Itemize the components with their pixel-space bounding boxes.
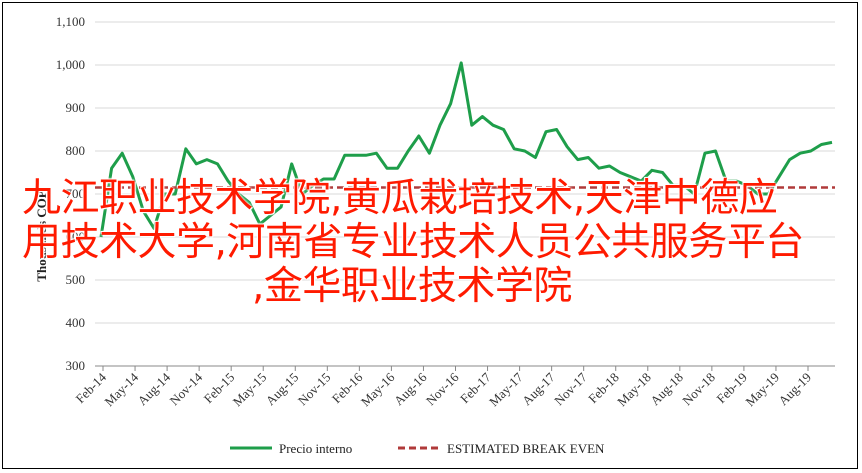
x-tick-label: May-19 (742, 370, 782, 410)
legend-label-precio-interno: Precio interno (279, 441, 352, 456)
x-tick-label: Nov-16 (423, 369, 462, 408)
x-tick-label: Nov-18 (679, 370, 718, 409)
x-axis-ticks: Feb-14May-14Aug-14Nov-14Feb-15May-15Aug-… (72, 366, 814, 409)
x-tick-label: May-17 (486, 369, 526, 409)
legend-label-break-even: ESTIMATED BREAK EVEN (447, 441, 605, 456)
x-tick-label: Nov-14 (167, 369, 206, 408)
x-tick-label: Aug-18 (647, 370, 686, 409)
series-group (95, 61, 835, 238)
x-tick-label: May-14 (101, 369, 141, 409)
x-tick-label: Aug-14 (135, 369, 174, 408)
x-tick-label: Aug-16 (391, 369, 430, 408)
x-tick-label: May-15 (230, 370, 270, 410)
x-tick-label: May-16 (358, 369, 398, 409)
y-tick-label: 1,000 (56, 57, 85, 72)
y-axis-label: Thousands COP (34, 190, 49, 281)
y-tick-label: 300 (66, 358, 86, 373)
y-tick-label: 1,100 (56, 14, 85, 29)
x-tick-label: Aug-15 (263, 370, 302, 409)
legend: Precio interno ESTIMATED BREAK EVEN (230, 441, 605, 456)
overlay-text-line-2: 用技术大学,河南省专业技术人员公共服务平台 (22, 220, 804, 265)
overlay-text-line-1: 九江职业技术学院,黄瓜栽培技术,天津中德应 (22, 176, 778, 221)
y-tick-label: 900 (66, 100, 86, 115)
y-tick-label: 700 (66, 186, 86, 201)
series-line-precio-interno (99, 61, 833, 238)
x-tick-label: May-18 (614, 370, 654, 410)
y-tick-label: 600 (66, 229, 86, 244)
x-tick-label: Aug-19 (775, 370, 814, 409)
x-tick-label: Nov-17 (551, 369, 590, 408)
overlay-text-line-3: ,金华职业技术学院 (252, 264, 572, 309)
y-axis-ticks: 300 400 500 600 700 800 900 1,000 1,100 (56, 14, 85, 373)
y-tick-label: 800 (66, 143, 86, 158)
x-tick-label: Aug-17 (519, 369, 558, 408)
x-tick-label: Nov-15 (295, 370, 334, 409)
y-tick-label: 400 (66, 315, 86, 330)
y-tick-label: 500 (66, 272, 86, 287)
